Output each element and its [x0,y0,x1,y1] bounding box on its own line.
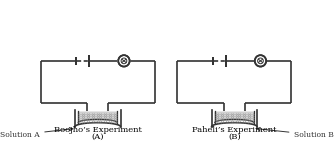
Text: (B): (B) [228,133,240,141]
Polygon shape [78,112,117,123]
Polygon shape [215,112,254,123]
Text: (A): (A) [92,133,104,141]
Circle shape [255,55,266,67]
Text: Solution A: Solution A [0,127,73,139]
Circle shape [118,55,130,67]
Text: Boojho’s Experiment: Boojho’s Experiment [54,126,142,134]
Text: Paheli’s Experiment: Paheli’s Experiment [192,126,277,134]
Text: Solution B: Solution B [257,127,334,139]
